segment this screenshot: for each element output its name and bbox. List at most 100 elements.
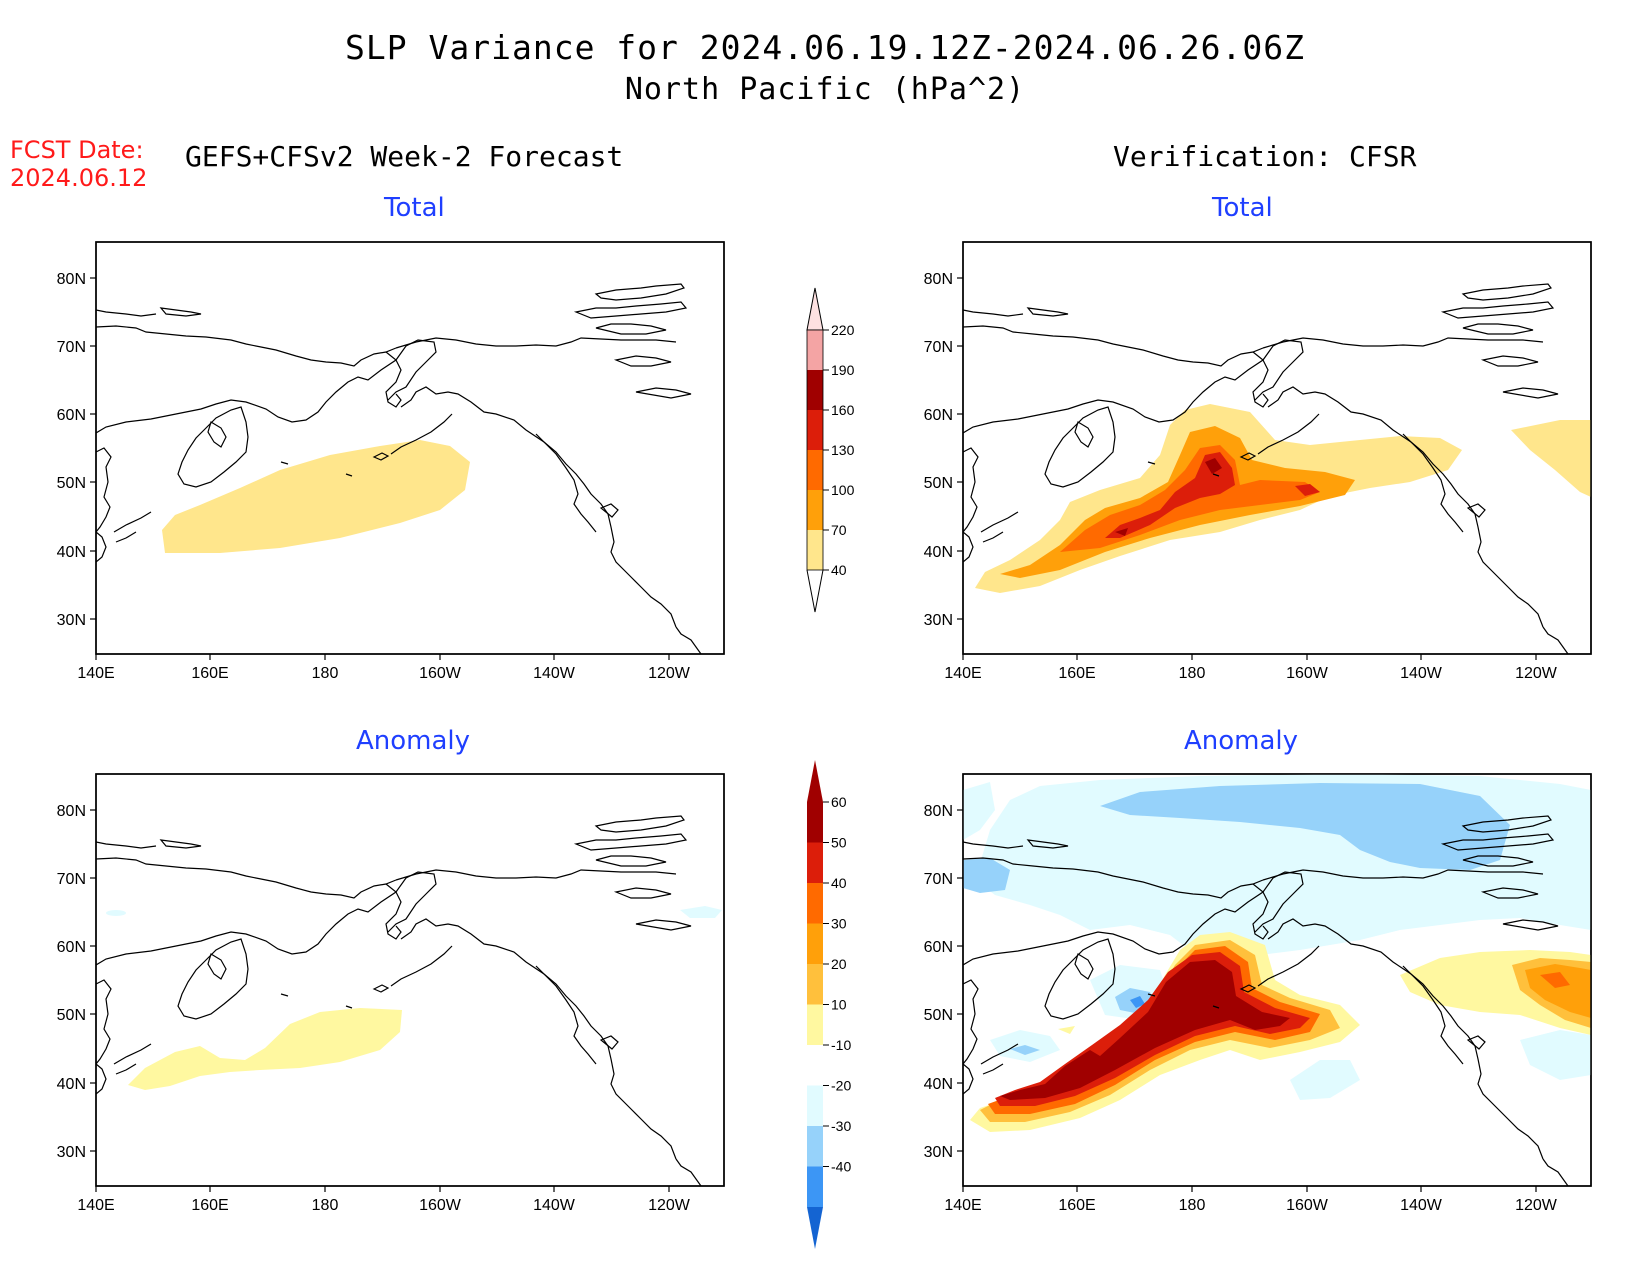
lat-label: 40N [924,1076,953,1093]
colorbar-total-label: 220 [831,322,855,338]
main-title: SLP Variance for 2024.06.19.12Z-2024.06.… [345,28,1305,67]
colorbar-total-label: 130 [831,442,855,458]
anomaly-shade-neg10-east [680,906,722,918]
lat-label: 50N [57,1007,86,1024]
panel-title-forecast-total: Total [384,193,445,223]
variance-shade-130-b [1295,484,1320,496]
anomaly-shade-neg20-c [1010,1045,1040,1055]
forecast-date-label: FCST Date: [10,136,144,164]
colorbar-anomaly-segment [807,1166,823,1207]
colorbar-anomaly: 60 50 40 30 20 10 -10 -20 -30 -40 [807,760,851,1249]
colorbar-total-segment [807,450,823,490]
lon-label: 120W [1515,665,1558,682]
colorbar-total-segment [807,330,823,370]
lon-label: 120W [648,665,691,682]
lon-label: 140W [1400,665,1443,682]
colorbar-anomaly-label: 60 [831,794,847,810]
panel-title-forecast-anomaly: Anomaly [356,726,471,756]
lon-label: 180 [1179,665,1206,682]
lon-label: 120W [648,1197,691,1214]
lat-label: 60N [924,407,953,424]
colorbar-anomaly-segment [807,1045,823,1086]
lat-label: 40N [57,1076,86,1093]
lat-label: 30N [924,1144,953,1161]
main-subtitle: North Pacific (hPa^2) [624,72,1026,107]
lon-label: 160E [191,1197,228,1214]
lon-label: 140E [77,665,114,682]
lon-label: 140E [944,1197,981,1214]
colorbar-anomaly-label: -10 [831,1037,851,1053]
colorbar-anomaly-segment [807,1085,823,1126]
forecast-date-block: FCST Date: 2024.06.12 [10,136,147,192]
anomaly-shade-neg20-w [963,858,1010,893]
anomaly-shade-neg30 [1130,996,1145,1008]
forecast-header: GEFS+CFSv2 Week-2 Forecast [185,140,624,173]
colorbar-anomaly-label: 50 [831,835,847,851]
colorbar-anomaly-segment [807,842,823,883]
lat-label: 80N [57,271,86,288]
lon-label: 160E [1058,1197,1095,1214]
panel-verification-total [962,241,1592,655]
colorbar-total-label: 100 [831,482,855,498]
colorbar-total: 220 190 160 130 100 70 40 [806,287,855,613]
colorbar-total-segment [807,490,823,530]
colorbar-anomaly-segment [807,802,823,843]
lon-label: 160E [191,665,228,682]
anomaly-shade-10-c [1058,1026,1075,1034]
colorbar-total-label: 70 [831,522,847,538]
lat-label: 40N [57,544,86,561]
anomaly-shade-30-east [1525,964,1591,1018]
colorbar-anomaly-segment [807,964,823,1005]
lon-label: 180 [312,665,339,682]
lon-label: 140W [533,1197,576,1214]
verification-header: Verification: CFSR [1113,140,1417,173]
lat-label: 60N [924,939,953,956]
anomaly-shade-neg10-s [1290,1060,1360,1100]
forecast-date-value: 2024.06.12 [10,164,148,192]
colorbar-total-label: 160 [831,402,855,418]
variance-shade-160-b [1115,528,1128,536]
lat-label: 70N [57,871,86,888]
colorbar-anomaly-segment [807,1126,823,1167]
variance-shade-160 [1205,458,1222,474]
colorbar-total-segment [807,370,823,410]
lon-label: 160W [1286,1197,1329,1214]
lon-label: 160W [1286,665,1329,682]
anomaly-shade-60 [1000,960,1290,1100]
lat-label: 60N [57,407,86,424]
lon-label: 140W [533,665,576,682]
colorbar-anomaly-arrow-bottom [807,1207,823,1249]
lon-label: 140W [1400,1197,1443,1214]
lat-label: 30N [57,612,86,629]
colorbar-total-arrow-top [806,287,824,331]
colorbar-anomaly-segment [807,1004,823,1045]
colorbar-anomaly-segment [807,883,823,924]
colorbar-anomaly-label: -40 [831,1159,851,1175]
anomaly-shade-40-east [1540,972,1570,988]
lon-label: 160W [419,1197,462,1214]
lat-label: 70N [924,339,953,356]
lon-label: 140E [944,665,981,682]
panel-title-verification-total: Total [1212,193,1273,223]
colorbar-total-label: 40 [831,562,847,578]
colorbar-anomaly-arrow-top [807,760,823,802]
anomaly-shade-neg10-w [963,782,995,840]
lon-label: 140E [77,1197,114,1214]
panel-forecast-anomaly [95,773,725,1187]
colorbar-total-segment [807,410,823,450]
lat-label: 80N [924,271,953,288]
colorbar-anomaly-label: -30 [831,1118,851,1134]
anomaly-shade-neg10-se [1520,1030,1591,1080]
colorbar-anomaly-label: 20 [831,956,847,972]
anomaly-shade-neg10 [106,910,126,916]
panel-forecast-total [95,241,725,655]
variance-shade-130 [1105,452,1235,538]
lat-label: 70N [924,871,953,888]
variance-shade-40 [162,440,470,553]
lat-label: 50N [57,475,86,492]
lat-label: 40N [924,544,953,561]
colorbar-anomaly-label: -20 [831,1078,851,1094]
lat-label: 50N [924,1007,953,1024]
variance-shade-40-east [1511,420,1591,497]
